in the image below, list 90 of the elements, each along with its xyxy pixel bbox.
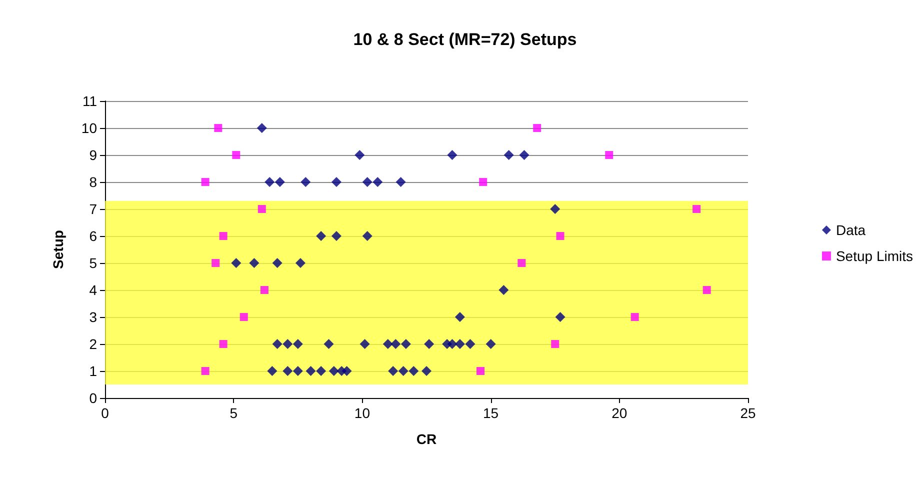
chart-title: 10 & 8 Sect (MR=72) Setups (353, 30, 577, 49)
point (354, 150, 365, 160)
point (282, 339, 293, 349)
legend-label: Setup Limits (836, 248, 914, 264)
point (282, 366, 293, 376)
point (504, 150, 514, 160)
point (498, 285, 509, 295)
point (306, 366, 316, 376)
x-tick-label: 0 (101, 405, 110, 421)
x-tick-label: 5 (230, 405, 238, 421)
point (324, 339, 334, 349)
point (214, 124, 222, 132)
y-tick-label: 8 (89, 174, 98, 190)
point (605, 151, 614, 159)
point (692, 205, 701, 213)
point (372, 177, 383, 187)
point (240, 313, 248, 321)
point (422, 366, 432, 376)
y-tick-label: 3 (89, 309, 98, 325)
point (331, 231, 342, 241)
point (260, 286, 268, 294)
point (400, 339, 411, 349)
point (476, 367, 485, 375)
point (555, 312, 566, 322)
y-tick-label: 7 (89, 201, 98, 217)
x-tick-label: 20 (612, 405, 628, 421)
point (390, 339, 401, 349)
y-tick-label: 0 (89, 390, 98, 406)
point (264, 177, 275, 187)
point (201, 367, 210, 375)
point (272, 339, 282, 349)
y-tick-label: 6 (89, 228, 98, 244)
point (447, 150, 458, 160)
point (533, 124, 542, 132)
point (518, 259, 526, 267)
point (465, 339, 476, 349)
point (486, 339, 496, 349)
point (454, 339, 465, 349)
x-tick-label: 25 (740, 405, 756, 421)
y-tick-label: 10 (81, 120, 98, 136)
point (212, 259, 220, 267)
point (272, 258, 282, 268)
point (519, 150, 530, 160)
point (702, 286, 711, 294)
y-tick-label: 11 (82, 93, 98, 109)
x-tick-label: 15 (483, 405, 499, 421)
point (258, 205, 266, 213)
point (408, 366, 419, 376)
point (249, 258, 260, 268)
point (219, 340, 228, 348)
point (342, 366, 352, 376)
point (556, 232, 564, 240)
point (256, 123, 267, 133)
point (388, 366, 398, 376)
point (424, 339, 434, 349)
point (292, 339, 303, 349)
point (295, 258, 306, 268)
y-tick-label: 5 (89, 255, 98, 271)
point (630, 313, 639, 321)
x-axis-title: CR (416, 431, 437, 447)
point (382, 339, 393, 349)
point (396, 177, 406, 187)
y-tick-label: 1 (89, 363, 98, 379)
point (454, 312, 465, 322)
y-tick-label: 4 (89, 282, 98, 298)
point (447, 339, 458, 349)
point (201, 178, 210, 186)
y-axis-title: Setup (50, 230, 66, 269)
point (328, 366, 339, 376)
point (362, 177, 372, 187)
point (300, 177, 311, 187)
point (274, 177, 285, 187)
point (551, 340, 560, 348)
point (316, 366, 326, 376)
point (267, 366, 278, 376)
point (232, 151, 240, 159)
point (316, 231, 326, 241)
point (398, 366, 408, 376)
point (362, 231, 372, 241)
y-tick-label: 2 (89, 336, 98, 352)
point (550, 204, 560, 214)
point (219, 232, 228, 240)
point (292, 366, 303, 376)
legend-label: Data (836, 222, 866, 238)
point (360, 339, 370, 349)
point (231, 258, 242, 268)
point (331, 177, 342, 187)
y-tick-label: 9 (89, 147, 98, 163)
point (479, 178, 488, 186)
x-tick-label: 10 (354, 405, 370, 421)
